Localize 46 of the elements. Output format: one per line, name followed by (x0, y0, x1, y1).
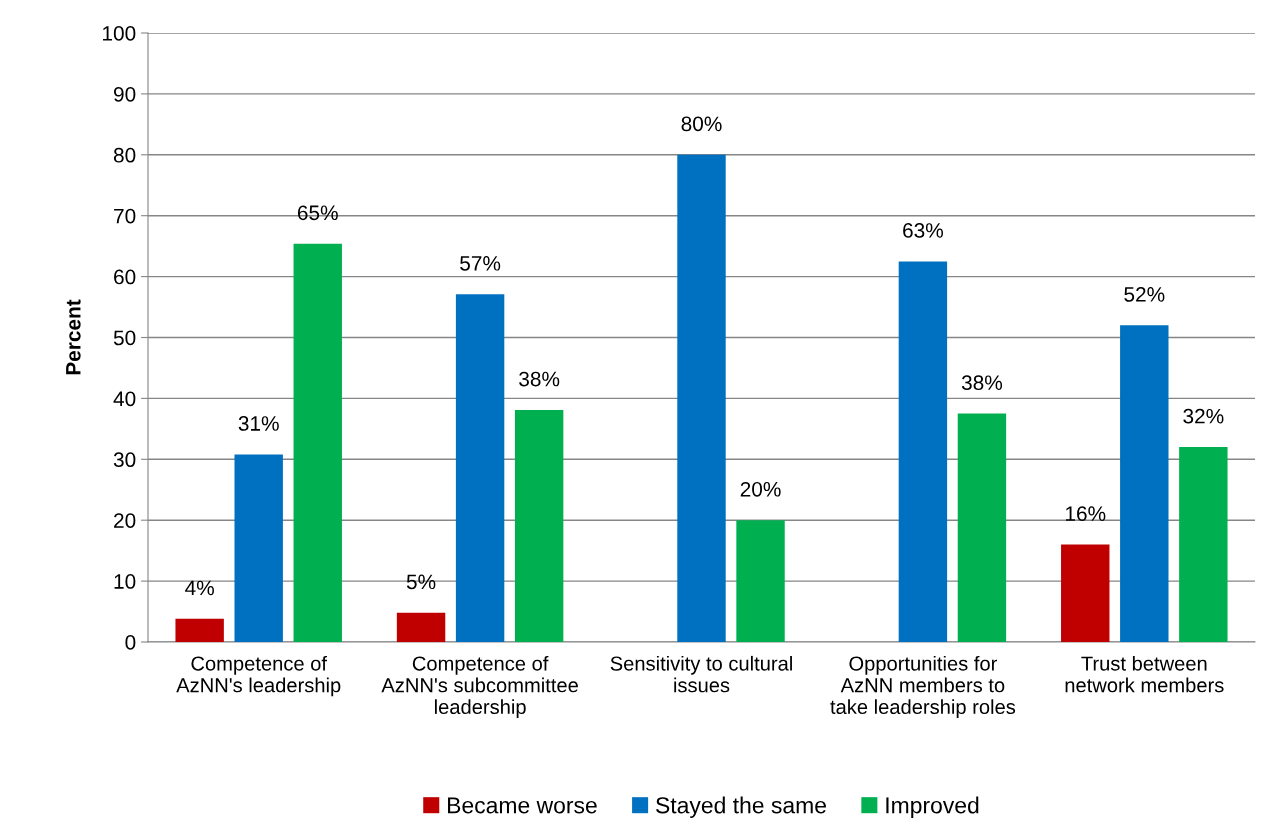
data-label: 16% (1066, 506, 1106, 521)
bar (293, 243, 342, 642)
bar (396, 612, 446, 642)
y-tick-label: 0 (125, 635, 136, 650)
data-label: 65% (297, 205, 338, 221)
y-tick-label: 40 (113, 391, 136, 407)
data-label: 32% (1183, 408, 1224, 424)
data-label: 5% (406, 574, 436, 590)
bar (677, 154, 726, 642)
bar (1061, 544, 1110, 642)
legend-label: Stayed the same (656, 796, 826, 818)
bar (736, 520, 785, 642)
x-tick-label: Opportunities for AzNN members to take leadership roles (830, 655, 1016, 719)
bar (898, 261, 948, 642)
bar (1120, 325, 1169, 642)
y-tick-label: 70 (114, 208, 136, 224)
legend-label: Became worse (448, 797, 597, 814)
data-label: 20% (740, 481, 781, 497)
y-tick-label: 10 (114, 574, 136, 589)
x-tick-label: Trust between network members (1065, 655, 1224, 693)
x-tick-label: Sensitivity to cultural issues (610, 655, 792, 693)
y-tick-label: 30 (113, 452, 136, 468)
data-label: 63% (903, 223, 944, 238)
y-axis-title: Percent (66, 299, 81, 375)
legend-label: Improved (886, 796, 979, 818)
data-label: 38% (519, 371, 560, 387)
bar (234, 454, 283, 642)
bar (175, 618, 224, 642)
y-tick-label: 80 (113, 147, 136, 163)
y-tick-label: 20 (114, 513, 136, 528)
data-label: 38% (961, 375, 1003, 391)
data-label: 31% (238, 416, 279, 431)
data-label: 57% (460, 256, 501, 271)
y-tick-label: 50 (113, 330, 136, 346)
data-label: 52% (1124, 287, 1165, 302)
bar (455, 294, 505, 642)
bar (1179, 447, 1228, 642)
x-tick-label: Competence of AzNN's subcommittee leadership (381, 655, 578, 719)
y-tick-label: 100 (103, 26, 136, 41)
data-label: 4% (185, 580, 214, 596)
data-label: 80% (681, 116, 722, 132)
y-tick-label: 90 (114, 86, 136, 102)
x-tick-label: Competence of AzNN's leadership (176, 655, 341, 697)
y-tick-label: 60 (114, 269, 136, 285)
bar (514, 409, 564, 642)
bar (957, 413, 1007, 642)
